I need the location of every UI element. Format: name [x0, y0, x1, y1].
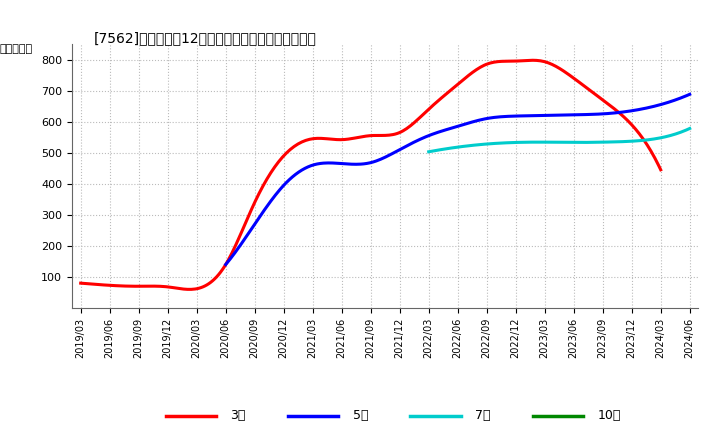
7年: [584, 140, 593, 145]
5年: [221, 262, 230, 267]
Line: 7年: 7年: [428, 128, 690, 152]
Text: 7年: 7年: [475, 409, 491, 422]
3年: [76, 281, 85, 286]
Text: 3年: 3年: [230, 409, 246, 422]
7年: [424, 149, 433, 154]
5年: [642, 106, 651, 111]
Text: 10年: 10年: [598, 409, 621, 422]
Text: （百万円）: （百万円）: [0, 44, 32, 54]
Text: [7562]　経常利益12か月移動合計の標準偏差の推移: [7562] 経常利益12か月移動合計の標準偏差の推移: [94, 31, 317, 45]
3年: [422, 109, 431, 114]
3年: [569, 75, 577, 81]
Line: 3年: 3年: [81, 60, 661, 290]
7年: [580, 140, 588, 145]
3年: [657, 167, 665, 172]
3年: [78, 281, 87, 286]
5年: [223, 260, 232, 265]
5年: [613, 110, 621, 115]
5年: [498, 114, 506, 119]
5年: [496, 114, 505, 119]
Text: 5年: 5年: [353, 409, 369, 422]
3年: [433, 99, 442, 104]
7年: [426, 149, 434, 154]
5年: [685, 92, 694, 97]
7年: [579, 140, 588, 145]
3年: [606, 103, 615, 108]
5年: [505, 114, 514, 119]
3年: [528, 58, 537, 63]
7年: [685, 126, 694, 131]
7年: [661, 134, 670, 139]
7年: [644, 137, 653, 143]
Line: 5年: 5年: [225, 94, 690, 264]
3年: [185, 287, 194, 292]
3年: [423, 107, 432, 113]
